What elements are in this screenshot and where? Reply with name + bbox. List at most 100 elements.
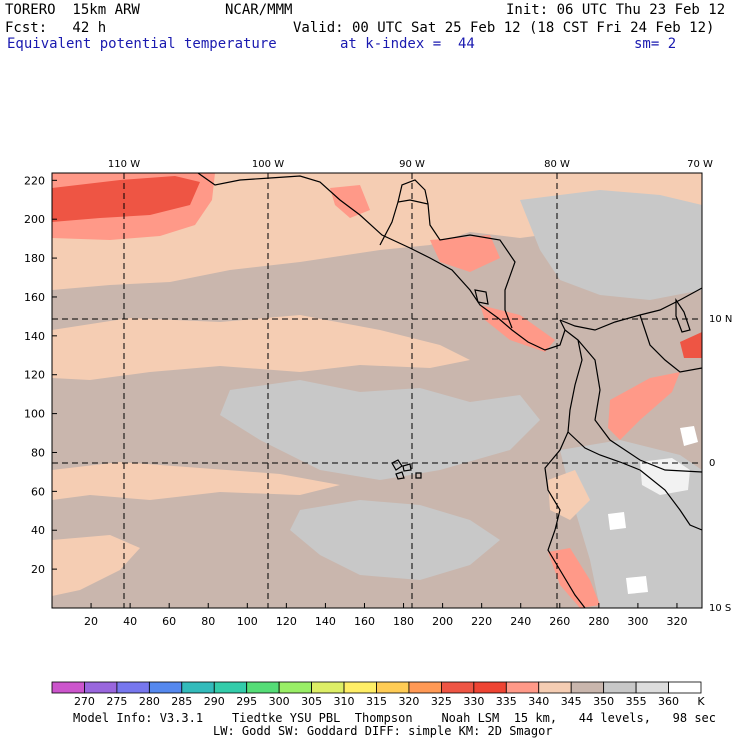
x-tick-label: 140	[315, 615, 336, 628]
field-warm-honduras	[430, 235, 500, 272]
colorbar-label: 310	[334, 695, 355, 708]
init-time: Init: 06 UTC Thu 23 Feb 12	[506, 2, 726, 18]
latlon-grid	[52, 173, 702, 608]
field-grey-caribbean	[520, 190, 702, 300]
y-tick-label: 40	[31, 524, 45, 537]
field-band-340-mid	[52, 315, 470, 380]
colorbar-swatch	[116, 681, 150, 694]
y-tick-label: 120	[24, 369, 45, 382]
colorbar-label: 360	[658, 695, 679, 708]
field-grey-ocean	[220, 380, 540, 480]
colorbar-label: 280	[139, 695, 160, 708]
colorbar-label: 340	[528, 695, 549, 708]
coast-south-america-west	[544, 329, 586, 609]
colorbar-label: 350	[593, 695, 614, 708]
border-peru-brazil	[639, 469, 703, 531]
colorbar-swatch	[570, 681, 605, 694]
colorbar-swatch	[343, 681, 377, 694]
colorbar-swatch	[148, 681, 183, 694]
map-frame	[51, 172, 703, 609]
field-white-spot-3	[608, 512, 626, 530]
field-band-340-west	[52, 535, 140, 596]
lat-label-10n: 10 N	[709, 314, 732, 325]
x-tick-label: 240	[510, 615, 531, 628]
colorbar-swatch	[376, 681, 410, 694]
colorbar-label: 325	[431, 695, 452, 708]
colorbar-label: 300	[269, 695, 290, 708]
colorbar-swatch	[84, 681, 118, 694]
x-tick-label: 280	[588, 615, 609, 628]
y-tick-label: 100	[24, 408, 45, 421]
colorbar-label: 345	[561, 695, 582, 708]
colorbar-swatch	[408, 681, 442, 694]
field-name: Equivalent potential temperature	[7, 36, 277, 52]
y-tick-label: 140	[24, 330, 45, 343]
lon-label-110w: 110 W	[108, 159, 140, 170]
x-tick-label: 300	[627, 615, 648, 628]
field-white-spot	[680, 426, 698, 446]
coast-yucatan	[397, 179, 429, 205]
x-tick-label: 180	[393, 615, 414, 628]
lake-maracaibo	[675, 298, 691, 333]
lon-label-80w: 80 W	[544, 159, 570, 170]
x-tick-label: 160	[354, 615, 375, 628]
field-grey-ocean-south	[290, 500, 500, 580]
colorbar-swatch	[603, 681, 637, 694]
colorbar	[51, 681, 702, 694]
colorbar-swatch	[246, 681, 280, 694]
y-tick-label: 180	[24, 252, 45, 265]
colorbar-label: 285	[171, 695, 192, 708]
x-tick-label: 40	[123, 615, 137, 628]
colorbar-swatch	[538, 681, 572, 694]
galapagos-1	[391, 459, 403, 471]
colorbar-swatch	[51, 681, 85, 694]
field-warm-costarica	[480, 305, 555, 352]
x-tick-label: 60	[162, 615, 176, 628]
colorbar-swatch	[213, 681, 248, 694]
physics-info-line: LW: Godd SW: Goddard DIFF: simple KM: 2D…	[213, 724, 553, 738]
colorbar-label: 275	[106, 695, 127, 708]
colorbar-swatch	[635, 681, 669, 694]
valid-time: Valid: 00 UTC Sat 25 Feb 12 (18 CST Fri …	[293, 20, 715, 36]
smoothing-label: sm= 2	[634, 36, 677, 52]
lake-nicaragua	[474, 289, 489, 305]
colorbar-label: 290	[204, 695, 225, 708]
x-tick-label: 20	[84, 615, 98, 628]
x-tick-label: 320	[666, 615, 687, 628]
colorbar-label: 335	[496, 695, 517, 708]
field-warm-colombia	[608, 372, 680, 440]
y-tick-label: 220	[24, 174, 45, 187]
field-band-340-south	[52, 462, 340, 500]
lat-label-10s: 10 S	[709, 603, 731, 614]
x-tick-label: 200	[432, 615, 453, 628]
coast-mexico-central-america	[197, 172, 566, 351]
y-tick-label: 200	[24, 213, 45, 226]
colorbar-swatch	[181, 681, 215, 694]
forecast-hour: Fcst: 42 h	[5, 20, 107, 36]
map-plot-area	[52, 173, 702, 608]
field-hot-venezuela	[680, 332, 702, 358]
galapagos-3	[395, 471, 405, 480]
lon-label-90w: 90 W	[399, 159, 425, 170]
x-tick-label: 80	[201, 615, 215, 628]
x-tick-label: 120	[276, 615, 297, 628]
field-white-spot-2	[626, 576, 648, 594]
coastlines	[197, 172, 703, 609]
lon-label-70w: 70 W	[687, 159, 713, 170]
y-tick-label: 20	[31, 563, 45, 576]
x-tick-label: 260	[549, 615, 570, 628]
field-white-amazon	[640, 458, 690, 495]
x-tick-label: 100	[237, 615, 258, 628]
colorbar-label: 270	[74, 695, 95, 708]
border-colombia	[577, 339, 703, 473]
colorbar-swatch	[278, 681, 312, 694]
colorbar-swatch	[311, 681, 345, 694]
colorbar-label: 295	[236, 695, 257, 708]
border-venezuela	[639, 314, 703, 373]
x-tick-label: 220	[471, 615, 492, 628]
y-tick-label: 160	[24, 291, 45, 304]
y-tick-label: 80	[31, 446, 45, 459]
colorbar-label: 355	[626, 695, 647, 708]
field-hot-nw	[52, 176, 200, 222]
